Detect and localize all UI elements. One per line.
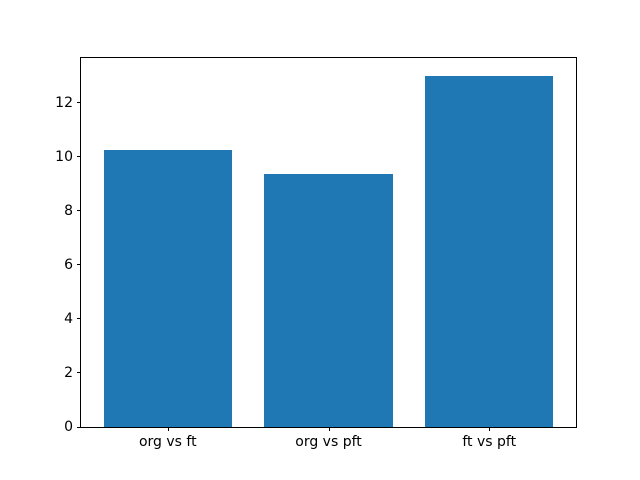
y-tick-label: 8 xyxy=(64,202,73,219)
y-tick-mark xyxy=(77,426,81,428)
y-tick-label: 12 xyxy=(55,94,73,111)
plot-area: org vs ft org vs pft ft vs pft 0 2 4 6 8 10 12 xyxy=(55,57,577,449)
x-tick-label: ft vs pft xyxy=(462,434,517,450)
y-tick-mark xyxy=(77,318,81,320)
x-tick-label: org vs pft xyxy=(295,434,362,450)
y-tick-label: 6 xyxy=(64,256,73,273)
y-tick-mark xyxy=(77,102,81,104)
x-tick-mark xyxy=(167,427,169,431)
y-tick-label: 0 xyxy=(64,419,73,435)
y-tick-mark xyxy=(77,372,81,374)
x-tick-label: org vs ft xyxy=(138,434,197,450)
x-tick-mark xyxy=(489,427,491,431)
y-tick-mark xyxy=(77,210,81,212)
y-tick-label: 2 xyxy=(64,364,73,381)
y-tick-mark xyxy=(77,264,81,266)
x-tick-mark xyxy=(328,427,330,431)
bar-3 xyxy=(424,75,554,427)
y-tick-label: 4 xyxy=(64,310,73,327)
bar-2 xyxy=(264,174,393,427)
y-tick-mark xyxy=(77,156,81,158)
y-tick-label: 10 xyxy=(55,148,73,165)
bar-1 xyxy=(103,149,233,427)
